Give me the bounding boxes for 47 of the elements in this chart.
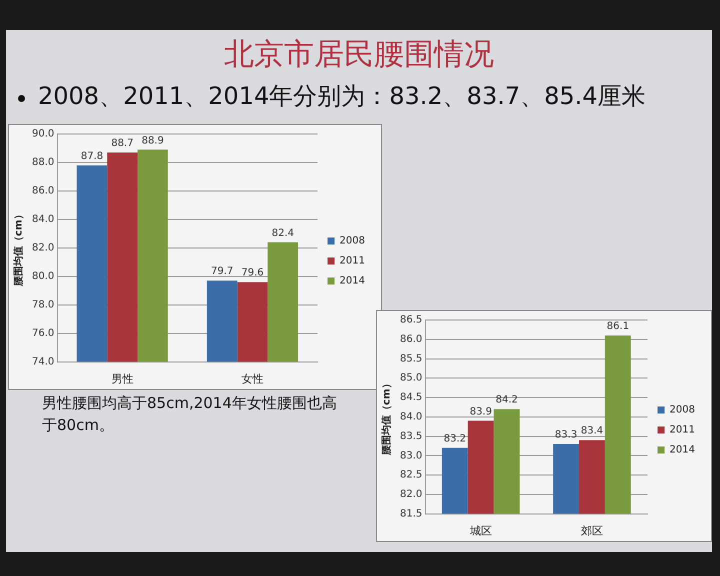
legend-label: 2011	[340, 256, 366, 267]
legend-label: 2008	[340, 236, 366, 247]
y-tick-label: 90.0	[32, 128, 54, 140]
y-tick-label: 84.0	[32, 214, 54, 226]
y-tick-label: 83.0	[400, 450, 422, 462]
y-tick-label: 86.0	[400, 334, 422, 345]
y-tick-label: 82.5	[400, 470, 422, 481]
y-axis-title: 腰围均值（cm）	[380, 378, 393, 456]
data-label: 83.9	[470, 406, 492, 418]
legend-label: 2014	[670, 444, 696, 456]
x-tick-label: 女性	[241, 372, 264, 386]
x-tick-label: 郊区	[580, 524, 603, 538]
y-tick-label: 85.0	[400, 372, 422, 384]
y-tick-label: 76.0	[32, 328, 54, 339]
data-label: 83.2	[444, 434, 466, 444]
legend-label: 2014	[340, 276, 366, 287]
text: 男性腰围均高于85cm,2014年女性腰围也高于80cm。	[42, 393, 338, 436]
y-tick-label: 81.5	[400, 508, 422, 520]
data-label: 79.7	[210, 266, 234, 278]
chart-subtitle: 2008、2011、2014年分别为：83.2、83.7、85.4厘米	[38, 81, 646, 112]
y-tick-label: 86.5	[400, 314, 422, 326]
x-tick-label: 男性	[111, 372, 134, 386]
y-tick-label: 82.0	[400, 489, 422, 500]
y-tick-label: 84.0	[400, 411, 422, 422]
chart-title: 北京市居民腰围情况	[223, 36, 495, 74]
y-tick-label: 83.5	[400, 430, 422, 442]
legend-label: 2011	[670, 424, 696, 436]
data-label: 86.1	[606, 321, 630, 332]
y-tick-label: 80.0	[32, 270, 54, 282]
y-tick-label: 78.0	[32, 299, 54, 310]
data-label: 83.3	[554, 430, 578, 441]
y-tick-label: 84.5	[400, 392, 422, 404]
legend-label: 2008	[670, 404, 696, 416]
data-label: 83.4	[580, 426, 604, 437]
data-label: 82.4	[272, 228, 294, 239]
data-label: 87.8	[80, 150, 104, 162]
y-tick-label: 88.0	[32, 157, 54, 168]
y-tick-label: 74.0	[32, 356, 54, 368]
x-tick-label: 城区	[468, 524, 492, 538]
y-tick-label: 85.5	[400, 353, 422, 364]
y-tick-label: 82.0	[32, 242, 54, 254]
data-label: 88.7	[111, 138, 134, 150]
data-label: 79.6	[241, 268, 264, 279]
y-tick-label: 86.0	[32, 186, 54, 197]
data-label: 84.2	[496, 394, 518, 406]
data-label: 88.9	[142, 135, 164, 146]
y-axis-title: 腰围均值（cm）	[12, 210, 25, 288]
